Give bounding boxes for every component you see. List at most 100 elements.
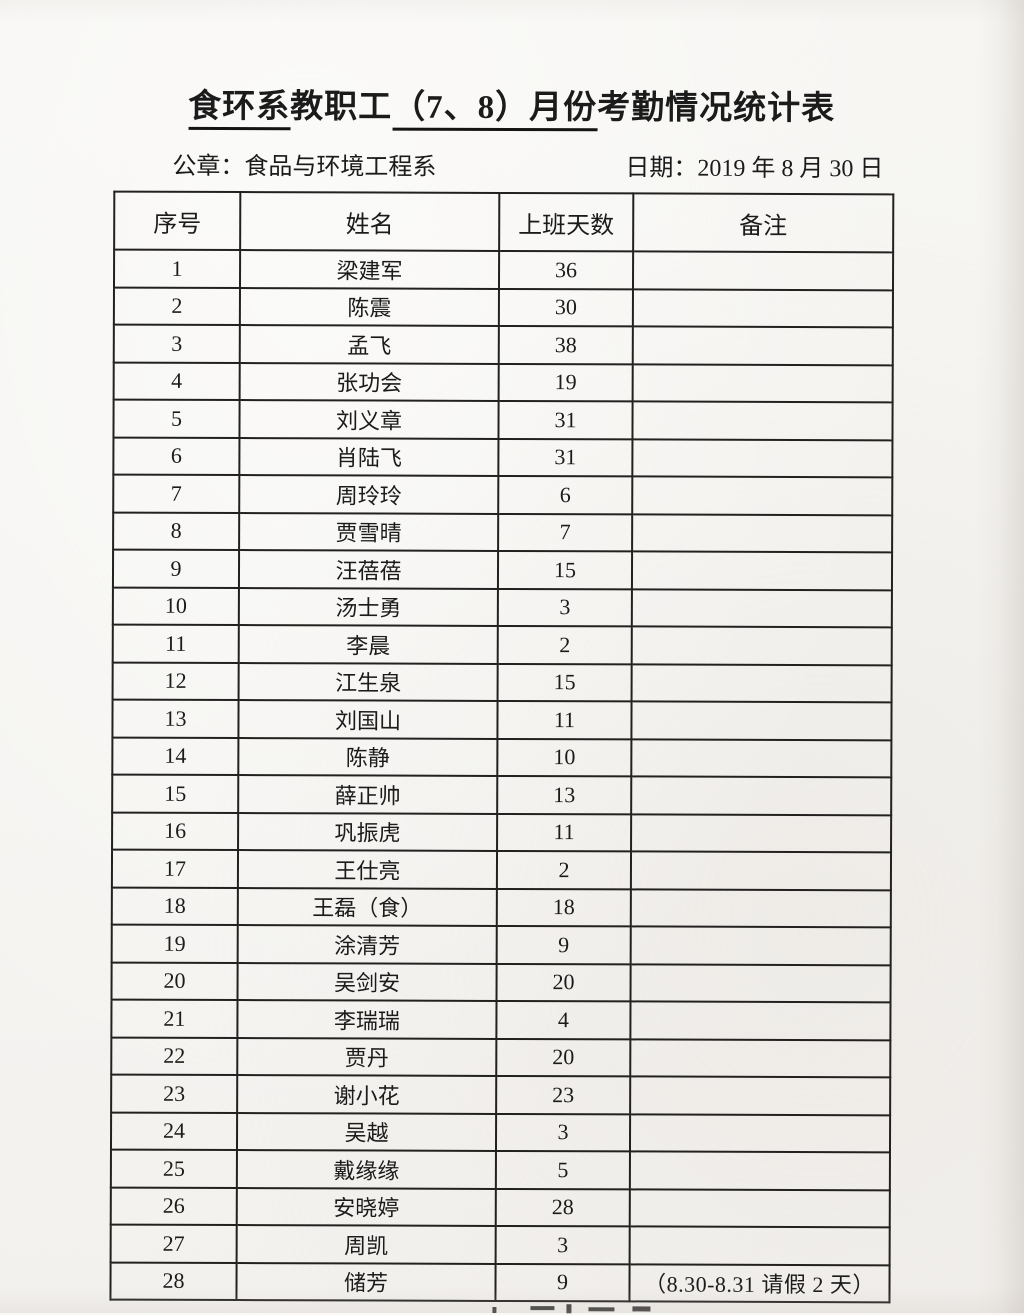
serial-cell: 25 bbox=[110, 1149, 237, 1188]
name-cell: 吴越 bbox=[236, 1112, 497, 1151]
remark-cell bbox=[632, 363, 893, 403]
title-middle: 教职工 bbox=[290, 89, 393, 126]
remark-cell bbox=[632, 251, 894, 290]
remark-cell: （8.30-8.31 请假 2 天） bbox=[629, 1263, 890, 1303]
table-row: 16 巩振虎 11 bbox=[112, 812, 892, 853]
days-cell: 20 bbox=[496, 1038, 631, 1077]
serial-cell: 1 bbox=[113, 249, 241, 288]
table-row: 12 江生泉 15 bbox=[112, 662, 892, 703]
table-row: 22 贾丹 20 bbox=[111, 1037, 891, 1078]
serial-cell: 15 bbox=[112, 774, 239, 813]
header-row: 序号 姓名 上班天数 备注 bbox=[114, 191, 894, 253]
days-cell: 4 bbox=[496, 1000, 631, 1039]
remark-cell bbox=[630, 1001, 891, 1040]
serial-cell: 17 bbox=[111, 849, 239, 888]
table-row: 4 张功会 19 bbox=[113, 362, 893, 403]
table-row: 18 王磊（食） 18 bbox=[111, 887, 891, 928]
table-row: 27 周凯 3 bbox=[110, 1224, 890, 1265]
name-cell: 梁建军 bbox=[239, 250, 500, 289]
remark-cell bbox=[630, 888, 891, 928]
serial-cell: 19 bbox=[111, 924, 238, 963]
name-cell: 刘国山 bbox=[238, 700, 498, 739]
table-row: 17 王仕亮 2 bbox=[111, 849, 892, 890]
serial-cell: 2 bbox=[113, 287, 240, 326]
days-cell: 9 bbox=[496, 925, 631, 964]
name-cell: 周玲玲 bbox=[239, 475, 499, 514]
days-cell: 30 bbox=[498, 288, 633, 327]
header-cell-days: 上班天数 bbox=[499, 192, 634, 252]
days-cell: 3 bbox=[497, 588, 632, 627]
serial-cell: 13 bbox=[112, 699, 239, 738]
table-row: 10 汤士勇 3 bbox=[112, 587, 892, 628]
serial-cell: 12 bbox=[112, 662, 239, 701]
cut-off-text-fragment bbox=[492, 1303, 662, 1314]
days-cell: 38 bbox=[498, 325, 633, 364]
title-department-underlined: 食环系 bbox=[188, 88, 291, 131]
name-cell: 江生泉 bbox=[238, 662, 498, 701]
days-cell: 11 bbox=[497, 813, 632, 852]
table-row: 9 汪蓓蓓 15 bbox=[112, 549, 893, 590]
remark-cell bbox=[629, 1226, 890, 1265]
days-cell: 2 bbox=[497, 625, 632, 664]
serial-cell: 24 bbox=[110, 1112, 238, 1151]
table-row: 11 李晨 2 bbox=[112, 624, 892, 665]
days-cell: 15 bbox=[497, 550, 633, 589]
name-cell: 安晓婷 bbox=[236, 1187, 496, 1226]
table-row: 23 谢小花 23 bbox=[111, 1074, 891, 1115]
table-row: 25 戴缘缘 5 bbox=[110, 1149, 890, 1190]
remark-cell bbox=[632, 513, 893, 553]
header-cell-remark: 备注 bbox=[633, 193, 894, 253]
table-row: 19 涂清芳 9 bbox=[111, 924, 891, 965]
remark-cell bbox=[631, 588, 892, 628]
title-suffix: 考勤情况统计表 bbox=[597, 90, 836, 128]
meta-row: 公章：食品与环境工程系 日期：2019 年 8 月 30 日 bbox=[114, 146, 889, 184]
cut-off-stroke bbox=[632, 1306, 651, 1312]
table-row: 6 肖陆飞 31 bbox=[113, 437, 893, 478]
name-cell: 陈静 bbox=[238, 737, 498, 776]
days-cell: 5 bbox=[495, 1150, 630, 1189]
header-cell-name: 姓名 bbox=[240, 192, 500, 251]
remark-cell bbox=[632, 476, 893, 515]
days-cell: 18 bbox=[496, 888, 631, 927]
seal-label: 公章：食品与环境工程系 bbox=[172, 153, 437, 181]
name-cell: 汤士勇 bbox=[238, 587, 498, 626]
name-cell: 王磊（食） bbox=[237, 887, 497, 926]
remark-cell bbox=[632, 288, 893, 328]
serial-cell: 16 bbox=[112, 812, 239, 851]
days-cell: 15 bbox=[497, 663, 632, 702]
remark-cell bbox=[630, 963, 891, 1003]
remark-cell bbox=[631, 738, 892, 778]
days-cell: 31 bbox=[498, 400, 633, 439]
remark-cell bbox=[631, 663, 892, 703]
serial-cell: 11 bbox=[112, 624, 239, 663]
name-cell: 李晨 bbox=[238, 625, 498, 664]
days-cell: 6 bbox=[498, 475, 633, 514]
serial-cell: 20 bbox=[111, 962, 238, 1001]
table-row: 20 吴剑安 20 bbox=[111, 962, 891, 1003]
remark-cell bbox=[632, 401, 893, 440]
header-cell-serial: 序号 bbox=[114, 191, 241, 251]
table-row: 26 安晓婷 28 bbox=[110, 1187, 890, 1228]
serial-cell: 5 bbox=[113, 399, 240, 438]
name-cell: 贾雪晴 bbox=[239, 512, 499, 551]
remark-cell bbox=[631, 626, 892, 665]
remark-cell bbox=[630, 1038, 891, 1078]
days-cell: 7 bbox=[498, 513, 633, 552]
remark-cell bbox=[630, 926, 891, 965]
serial-cell: 8 bbox=[113, 512, 240, 551]
days-cell: 19 bbox=[498, 363, 633, 402]
serial-cell: 18 bbox=[111, 887, 238, 926]
page-title: 食环系教职工（7、8）月份考勤情况统计表 bbox=[0, 78, 1024, 132]
name-cell: 李瑞瑞 bbox=[237, 1000, 497, 1039]
table-row: 24 吴越 3 bbox=[110, 1112, 891, 1153]
name-cell: 刘义章 bbox=[239, 400, 499, 439]
remark-cell bbox=[631, 813, 892, 853]
cut-off-stroke bbox=[566, 1304, 572, 1314]
name-cell: 谢小花 bbox=[237, 1075, 497, 1114]
remark-cell bbox=[632, 326, 893, 365]
name-cell: 陈震 bbox=[239, 287, 499, 326]
cut-off-stroke bbox=[588, 1307, 615, 1312]
table-row: 1 梁建军 36 bbox=[113, 249, 894, 290]
days-cell: 3 bbox=[495, 1225, 630, 1264]
